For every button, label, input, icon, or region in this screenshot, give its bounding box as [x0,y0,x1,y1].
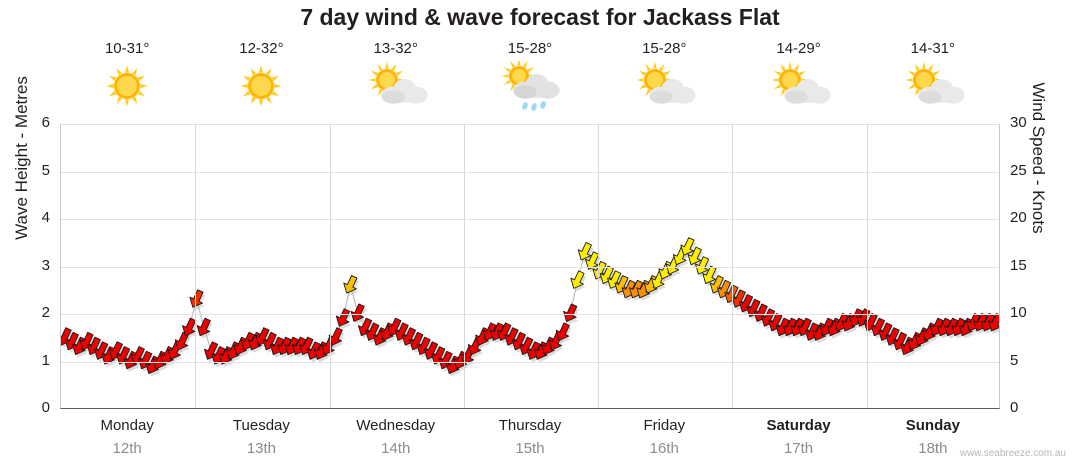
day-header-saturday: 14-29° [731,36,865,116]
partly-cloudy-icon [597,61,731,107]
right-tick-label: 25 [1010,161,1027,179]
wind-arrow [680,237,695,256]
day-separator [866,124,868,408]
day-separator [463,124,465,408]
wind-arrow [570,270,585,289]
day-name: Friday [643,417,686,434]
day-header-friday: 15-28° [597,36,731,116]
wind-arrow [335,308,351,327]
day-temp-range: 14-29° [776,40,821,57]
sunny-icon [194,61,328,107]
right-tick-label: 0 [1010,399,1019,416]
day-date: 18th [918,440,948,457]
wind-arrow [350,303,365,322]
gridline [61,219,999,220]
wind-arrow [196,317,211,337]
page-title: 7 day wind & wave forecast for Jackass F… [300,4,780,30]
day-temp-range: 13-32° [373,40,418,57]
day-name: Sunday [905,417,960,434]
right-tick-label: 20 [1010,209,1027,226]
wind-arrow [988,312,999,332]
day-separator [195,124,197,408]
sunny-icon [60,61,194,107]
day-temp-range: 14-31° [910,40,956,57]
day-header-tuesday: 12-32° [194,36,328,116]
day-separator [598,124,600,408]
wind-arrow [577,242,592,261]
day-name: Monday [100,417,154,434]
left-tick-label: 2 [41,304,50,321]
gridline [61,266,999,268]
day-label-monday: Monday 12th [60,417,194,457]
day-name: Thursday [498,417,562,434]
day-label-tuesday: Tuesday 13th [194,417,328,457]
day-temp-range: 15-28° [642,40,687,57]
wind-arrow [343,275,358,294]
right-tick-label: 30 [1010,114,1027,131]
wind-arrow [585,251,600,270]
watermark: www.seabreeze.com.au [959,448,1066,459]
left-tick-label: 4 [41,209,50,226]
day-date: 15th [515,440,545,457]
day-name: Wednesday [356,417,436,434]
gridline [61,171,999,173]
day-temp-range: 15-28° [507,40,553,57]
left-tick-label: 0 [41,399,50,416]
day-separator [329,124,331,408]
day-date: 13th [246,440,277,457]
gridline [61,361,999,363]
right-axis-title: Wind Speed - Knots [1029,82,1048,234]
gridline [61,314,999,315]
partly-cloudy-icon [866,61,1000,107]
day-date: 12th [112,440,142,457]
day-name: Tuesday [232,417,290,434]
showers-icon [463,58,597,111]
day-header-thursday: 15-28° [463,36,597,116]
wind-arrow [555,322,570,341]
day-header-wednesday: 13-32° [329,36,463,116]
wind-arrow-layer [61,237,999,377]
partly-cloudy-icon [329,61,463,107]
left-axis-title: Wave Height - Metres [12,76,31,240]
wind-arrow [182,317,197,337]
day-name: Saturday [766,417,831,434]
wind-arrow [695,256,710,275]
left-tick-label: 6 [41,114,50,131]
wind-arrow [687,246,702,266]
day-label-thursday: Thursday 15th [463,417,597,457]
day-header-sunday: 14-31° [866,36,1000,116]
day-temp-range: 12-32° [239,40,284,57]
right-tick-label: 5 [1010,351,1019,369]
left-tick-label: 1 [41,351,50,369]
day-date: 16th [649,440,679,457]
day-label-friday: Friday 16th [597,417,731,457]
day-separator [732,124,734,408]
left-tick-label: 3 [41,256,50,274]
left-tick-label: 5 [41,161,50,179]
day-label-saturday: Saturday 17th [731,417,865,457]
day-label-wednesday: Wednesday 14th [329,417,463,457]
wind-arrow [189,289,204,308]
day-header-monday: 10-31° [60,36,194,116]
wind-arrow [563,303,578,322]
plot-area [60,124,1000,409]
day-date: 17th [783,440,814,457]
gridline [61,124,999,125]
partly-cloudy-icon [731,61,865,107]
day-date: 14th [381,440,411,457]
right-tick-label: 10 [1010,304,1027,321]
right-tick-label: 15 [1010,256,1027,274]
day-label-sunday: Sunday 18th [866,417,1000,457]
day-temp-range: 10-31° [104,40,150,57]
